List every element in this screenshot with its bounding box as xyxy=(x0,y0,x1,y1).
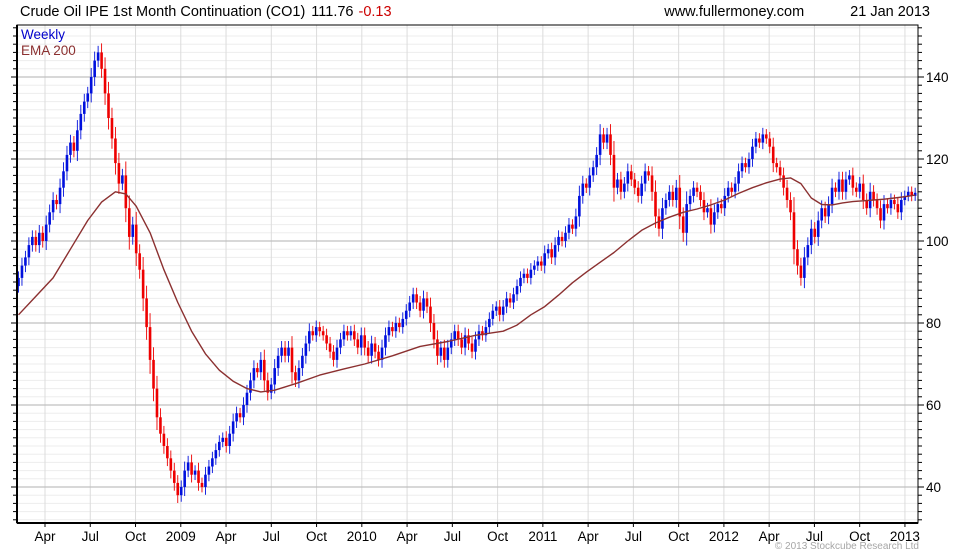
svg-text:Oct: Oct xyxy=(487,529,508,544)
ema-line xyxy=(17,177,916,393)
svg-text:Apr: Apr xyxy=(578,529,600,544)
svg-text:Oct: Oct xyxy=(306,529,327,544)
legend-timeframe: Weekly xyxy=(21,27,66,42)
legend-ema: EMA 200 xyxy=(21,43,76,58)
svg-text:Jul: Jul xyxy=(444,529,461,544)
svg-text:Apr: Apr xyxy=(34,529,56,544)
chart-date: 21 Jan 2013 xyxy=(850,4,930,20)
svg-text:Apr: Apr xyxy=(759,529,781,544)
header-right: www.fullermoney.com 21 Jan 2013 xyxy=(664,4,930,20)
chart-title-row: Crude Oil IPE 1st Month Continuation (CO… xyxy=(20,4,392,20)
svg-text:Jul: Jul xyxy=(625,529,642,544)
svg-text:100: 100 xyxy=(926,234,949,249)
svg-text:140: 140 xyxy=(926,70,949,85)
svg-text:40: 40 xyxy=(926,480,941,495)
chart-legend: Weekly EMA 200 xyxy=(21,27,76,59)
y-axis-labels: 140 120 100 80 60 40 xyxy=(926,70,949,495)
chart-title: Crude Oil IPE 1st Month Continuation (CO… xyxy=(20,4,306,20)
website-url: www.fullermoney.com xyxy=(664,4,805,20)
svg-text:2013: 2013 xyxy=(890,529,920,544)
price-change: -0.13 xyxy=(358,4,392,20)
copyright-notice: © 2013 Stockcube Research Ltd xyxy=(774,541,919,552)
svg-text:Oct: Oct xyxy=(668,529,689,544)
svg-text:Jul: Jul xyxy=(263,529,280,544)
last-price: 111.76 xyxy=(311,4,354,20)
svg-text:2010: 2010 xyxy=(347,529,377,544)
svg-text:Apr: Apr xyxy=(397,529,419,544)
svg-text:2011: 2011 xyxy=(528,529,557,544)
price-bars xyxy=(17,43,917,503)
svg-text:60: 60 xyxy=(926,398,941,413)
axis-ticks xyxy=(11,27,924,527)
svg-text:Jul: Jul xyxy=(806,529,823,544)
svg-text:Oct: Oct xyxy=(125,529,146,544)
svg-text:Apr: Apr xyxy=(216,529,238,544)
gridlines xyxy=(17,25,918,523)
x-axis-labels: Apr Jul Oct 2009 Apr Jul Oct 2010 Apr Jul Oct 2011 A… xyxy=(34,529,919,544)
svg-text:80: 80 xyxy=(926,316,941,331)
svg-text:120: 120 xyxy=(926,152,949,167)
svg-text:2009: 2009 xyxy=(166,529,196,544)
svg-text:Oct: Oct xyxy=(849,529,870,544)
svg-text:Jul: Jul xyxy=(82,529,99,544)
svg-text:2012: 2012 xyxy=(709,529,739,544)
